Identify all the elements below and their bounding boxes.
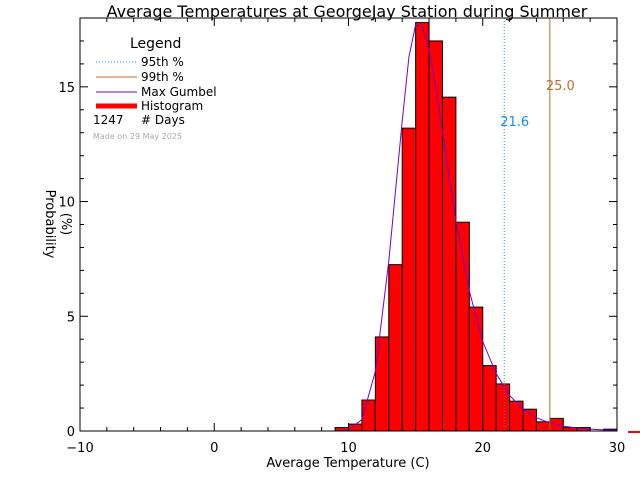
legend: Legend 95th % 99th % Max Gumbel Histogra… <box>93 36 217 141</box>
histogram-bar <box>361 399 376 432</box>
legend-label-histogram: Histogram <box>141 99 203 113</box>
legend-label-99th: 99th % <box>141 70 184 84</box>
histogram-bar <box>388 264 403 432</box>
legend-days-count: 1247 <box>93 113 124 127</box>
y-tick-label: 5 <box>67 310 75 325</box>
legend-label-95th: 95th % <box>141 55 184 69</box>
histogram-bar <box>401 127 417 432</box>
x-axis-label: Average Temperature (C) <box>266 456 429 471</box>
histogram-bar <box>509 400 524 432</box>
x-axis-ticks: −10 0 10 20 30 <box>66 18 625 456</box>
gumbel-curve <box>335 24 618 432</box>
legend-days-label: # Days <box>141 113 185 127</box>
y-axis-ticks: 0 5 10 15 <box>58 17 617 440</box>
percentile-label: 25.0 <box>546 79 575 94</box>
x-tick-label: 0 <box>210 441 218 456</box>
x-tick-label: 30 <box>609 441 626 456</box>
y-tick-label: 10 <box>58 196 75 211</box>
x-tick-label: 10 <box>340 441 357 456</box>
y-axis-label: Probability <box>42 190 57 259</box>
legend-label-gumbel: Max Gumbel <box>141 85 217 99</box>
histogram-bar <box>468 306 484 432</box>
y-tick-label: 15 <box>58 81 75 96</box>
histogram-bar <box>522 408 537 432</box>
chart-title: Average Temperatures at GeorgeJay Statio… <box>107 2 588 21</box>
histogram-bar <box>482 365 497 432</box>
histogram-bar <box>535 421 551 432</box>
percentile-label: 21.6 <box>500 115 529 130</box>
made-on-note: Made on 29 May 2025 <box>93 132 182 141</box>
histogram-bar <box>428 40 443 432</box>
histogram-bar <box>495 383 511 432</box>
legend-title: Legend <box>130 36 181 52</box>
x-tick-label: −10 <box>66 441 93 456</box>
percentile-lines: 21.6 25.0 <box>500 18 575 431</box>
x-tick-label: 20 <box>474 441 491 456</box>
y-axis-unit: (%) <box>58 213 73 236</box>
y-tick-label: 0 <box>67 425 75 440</box>
histogram-bar <box>415 22 430 432</box>
